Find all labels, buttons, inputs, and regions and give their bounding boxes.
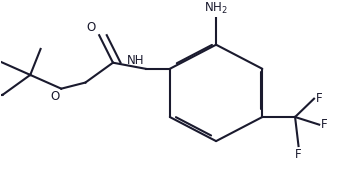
Text: NH: NH <box>127 54 144 67</box>
Text: O: O <box>50 90 60 103</box>
Text: F: F <box>316 92 322 105</box>
Text: F: F <box>321 118 328 131</box>
Text: NH$_2$: NH$_2$ <box>204 1 228 16</box>
Text: F: F <box>295 148 302 161</box>
Text: O: O <box>86 21 96 34</box>
